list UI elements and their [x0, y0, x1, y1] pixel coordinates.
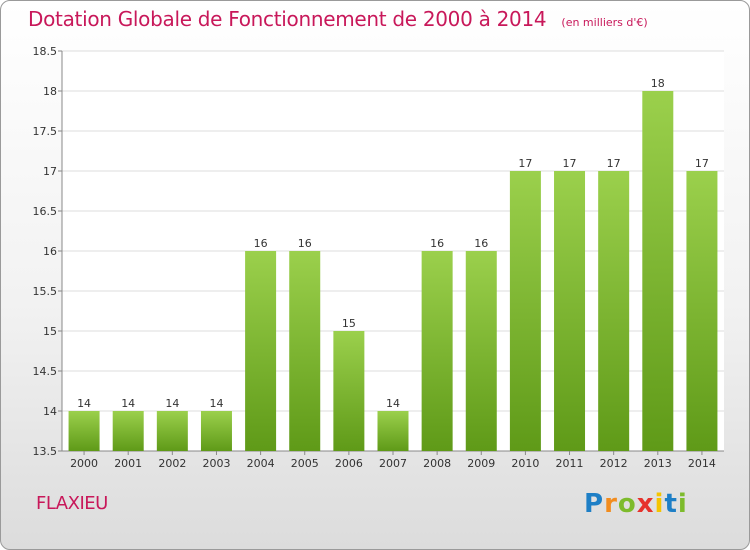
logo-letter-t: t: [664, 489, 678, 519]
logo-letter-i: i: [654, 489, 665, 519]
bar-value-label: 14: [77, 397, 91, 410]
bar-value-label: 16: [430, 237, 444, 250]
bar-value-label: 14: [121, 397, 135, 410]
bar: [156, 411, 188, 451]
y-tick-label: 18: [43, 85, 57, 98]
bar: [68, 411, 100, 451]
city-name: FLAXIEU: [36, 493, 108, 514]
bar: [289, 251, 321, 451]
x-tick-label: 2003: [202, 457, 230, 470]
bar-value-label: 15: [342, 317, 356, 330]
x-tick-label: 2010: [511, 457, 539, 470]
x-tick-label: 2004: [247, 457, 275, 470]
x-tick-label: 2012: [600, 457, 628, 470]
bar-value-label: 17: [563, 157, 577, 170]
logo-letter-r: r: [604, 489, 618, 519]
bar: [112, 411, 144, 451]
chart-title: Dotation Globale de Fonctionnement de 20…: [28, 7, 547, 31]
chart-title-block: Dotation Globale de Fonctionnement de 20…: [28, 7, 648, 31]
y-tick-label: 17.5: [33, 125, 58, 138]
bar: [333, 331, 365, 451]
x-tick-label: 2006: [335, 457, 363, 470]
bar-value-label: 17: [518, 157, 532, 170]
bar-value-label: 14: [165, 397, 179, 410]
y-tick-label: 14: [43, 405, 57, 418]
bar: [465, 251, 497, 451]
x-tick-label: 2007: [379, 457, 407, 470]
bar: [377, 411, 409, 451]
logo-letter-x: x: [636, 489, 655, 519]
bar: [686, 171, 718, 451]
logo-letter-p: P: [584, 489, 605, 519]
x-tick-label: 2014: [688, 457, 716, 470]
chart-subtitle: (en milliers d'€): [561, 16, 648, 29]
logo-letter-o: o: [617, 489, 637, 519]
x-tick-label: 2013: [644, 457, 672, 470]
bar: [200, 411, 232, 451]
y-tick-label: 13.5: [33, 445, 58, 458]
bar: [642, 91, 674, 451]
bar-value-label: 17: [695, 157, 709, 170]
proxiti-logo: Proxiti: [584, 489, 688, 519]
bar-value-label: 18: [651, 77, 665, 90]
y-tick-label: 15.5: [33, 285, 58, 298]
bar-value-label: 16: [254, 237, 268, 250]
bar: [598, 171, 630, 451]
bar-value-label: 14: [209, 397, 223, 410]
bar-value-label: 16: [298, 237, 312, 250]
bar-value-label: 14: [386, 397, 400, 410]
bar-value-label: 16: [474, 237, 488, 250]
bar: [421, 251, 453, 451]
x-tick-label: 2011: [556, 457, 584, 470]
x-tick-label: 2000: [70, 457, 98, 470]
bar: [554, 171, 586, 451]
y-tick-label: 16: [43, 245, 57, 258]
bar: [509, 171, 541, 451]
x-tick-label: 2009: [467, 457, 495, 470]
x-tick-label: 2002: [158, 457, 186, 470]
bar-value-label: 17: [607, 157, 621, 170]
x-tick-label: 2005: [291, 457, 319, 470]
logo-letter-i-2: i: [677, 489, 688, 519]
y-tick-label: 16.5: [33, 205, 58, 218]
x-tick-label: 2001: [114, 457, 142, 470]
bar: [245, 251, 277, 451]
y-tick-label: 18.5: [33, 45, 58, 58]
y-tick-label: 14.5: [33, 365, 58, 378]
y-tick-label: 15: [43, 325, 57, 338]
x-tick-label: 2008: [423, 457, 451, 470]
y-tick-label: 17: [43, 165, 57, 178]
